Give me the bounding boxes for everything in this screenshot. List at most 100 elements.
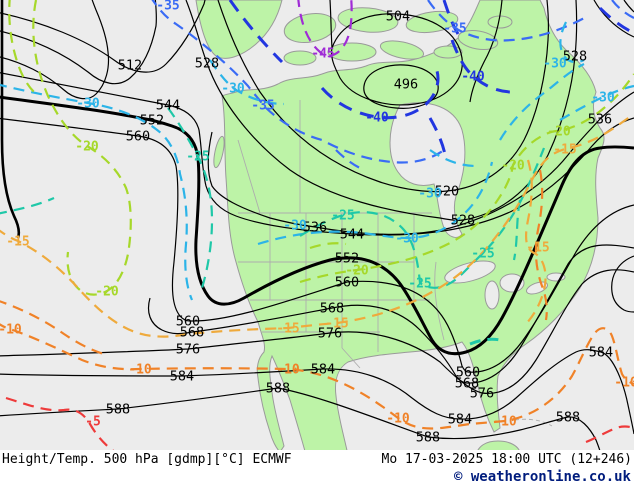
footer-bar: Height/Temp. 500 hPa [gdmp][°C] ECMWF Mo… (0, 450, 634, 490)
height-label-560: 560 (335, 275, 359, 291)
water-layer (389, 102, 566, 310)
temp-label--15: -15 (6, 235, 29, 250)
contour-544 (0, 72, 634, 236)
bold-west-edge (0, 0, 21, 239)
temp-label--30: -30 (543, 57, 567, 72)
arctic-island (327, 42, 377, 62)
temp-label--5: -5 (85, 415, 101, 430)
lake-superior (444, 260, 496, 284)
height-label-512: 512 (118, 58, 142, 74)
temp-label--40: -40 (461, 70, 485, 85)
temp-label--30: -30 (76, 97, 100, 112)
height-label-528: 528 (451, 213, 475, 229)
height-label-588: 588 (106, 402, 130, 418)
temp-line-minus15 (0, 113, 634, 338)
border-layer (237, 100, 553, 427)
temp-label-layer: -45 -40 -40 -35 -35 -35 -30 -30 -30 -30 -30 -30 -30 -… (0, 0, 634, 430)
height-label-588: 588 (266, 381, 290, 397)
temp-label--10: -10 (0, 323, 22, 338)
contour-588 (0, 387, 601, 450)
contour-560 (0, 117, 634, 373)
hudson-bay (389, 102, 466, 238)
temp-label--10: -10 (276, 363, 300, 378)
temp-label--10: -10 (128, 363, 152, 378)
height-label-584: 584 (311, 362, 335, 378)
temp-label--20: -20 (95, 285, 119, 300)
mississippi-river (434, 261, 445, 341)
valid-time: Mo 17-03-2025 18:00 UTC (12+246) (381, 452, 632, 467)
temp-label--15: -15 (276, 322, 299, 337)
temp-line-minus45 (297, 0, 353, 57)
height-label-568: 568 (320, 301, 344, 317)
temp-label--10: -10 (493, 415, 517, 430)
lake-michigan (484, 280, 500, 310)
height-label-576: 576 (176, 342, 200, 358)
temp-label--30: -30 (591, 91, 615, 106)
alaska (195, 0, 283, 59)
temp-label--40: -40 (365, 111, 389, 126)
temp-label--20: -20 (345, 264, 369, 279)
height-label-560: 560 (456, 365, 480, 381)
height-label-536: 536 (303, 220, 327, 236)
height-label-552: 552 (335, 251, 359, 267)
contour-528-loop (185, 0, 578, 221)
arctic-island (379, 40, 425, 60)
temp-label--25: -25 (186, 150, 209, 165)
temp-label--45: -45 (311, 47, 334, 62)
copyright-link[interactable]: © weatheronline.co.uk (453, 469, 631, 485)
temp-line-minus40 (228, 0, 633, 161)
temp-contours (0, 0, 634, 450)
contour-496-loop (363, 64, 439, 109)
temp-label--30: -30 (395, 232, 419, 247)
height-label-588: 588 (416, 430, 440, 446)
cuba-coast (514, 418, 553, 427)
height-label-536: 536 (588, 112, 612, 128)
height-label-496: 496 (394, 77, 418, 93)
parameter-title: Height/Temp. 500 hPa [gdmp][°C] ECMWF (2, 452, 292, 467)
height-label-528: 528 (195, 56, 219, 72)
height-label-560: 560 (126, 129, 150, 145)
land-layer (195, 0, 605, 450)
temp-line-minus10 (0, 169, 634, 430)
temp-line-minus30 (0, 21, 634, 301)
height-label-584: 584 (589, 345, 613, 361)
arctic-island (283, 50, 317, 66)
temp-label--35: -35 (251, 99, 274, 114)
height-label-560: 560 (176, 314, 200, 330)
height-label-552: 552 (140, 113, 164, 129)
yucatan (477, 440, 520, 450)
temp-label--10: -10 (386, 412, 410, 427)
temp-label--35: -35 (443, 22, 466, 37)
temp-label--30: -30 (283, 219, 307, 234)
map-canvas: 504 496 512 528 544 552 560 520 528 528 536 536 544 5… (0, 0, 634, 450)
height-label-584: 584 (170, 369, 194, 385)
height-label-576: 576 (470, 386, 494, 402)
temp-label--25: -25 (408, 277, 431, 292)
contour-584 (0, 349, 634, 435)
temp-label--20: -20 (547, 125, 571, 140)
height-label-544: 544 (156, 98, 180, 114)
height-label-504: 504 (386, 9, 410, 25)
temp-label--25: -25 (471, 247, 494, 262)
contour-520 (217, 0, 550, 193)
temp-line-minus20 (8, 0, 634, 296)
contour-576 (0, 269, 634, 394)
arctic-island (283, 12, 337, 44)
temp-label--30: -30 (418, 187, 442, 202)
height-label-568: 568 (455, 376, 479, 392)
height-label-544: 544 (340, 227, 364, 243)
height-label-584: 584 (448, 412, 472, 428)
temp-label--15: -15 (526, 241, 549, 256)
height-label-528: 528 (563, 49, 587, 65)
height-label-568: 568 (180, 325, 204, 341)
temp-label--20: -20 (75, 140, 99, 155)
temp-line-minus5 (5, 396, 634, 450)
temp-label--25: -25 (331, 209, 354, 224)
temp-label--15: -15 (553, 143, 576, 158)
height-label-520: 520 (435, 184, 459, 200)
temp-line-minus35 (151, 0, 634, 169)
temp-label--15: -15 (325, 317, 348, 332)
